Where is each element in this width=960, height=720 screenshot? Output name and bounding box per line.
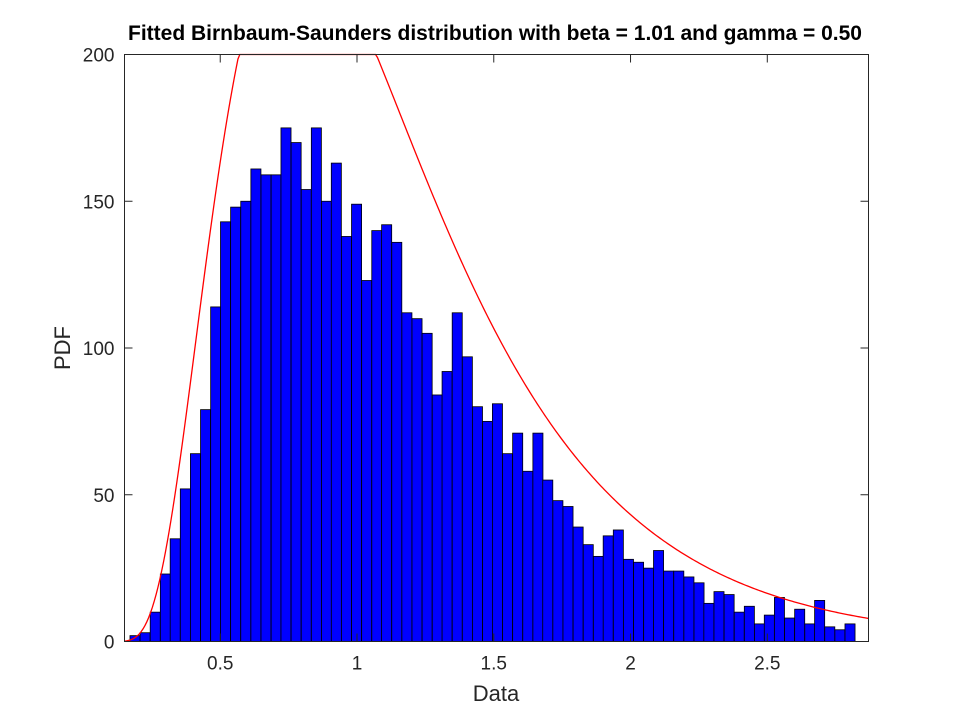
histogram-bar [190, 453, 201, 642]
histogram-bar [441, 371, 453, 642]
y-tick-label: 0 [104, 633, 115, 654]
histogram-bar [844, 623, 856, 642]
histogram-bar [542, 479, 554, 642]
histogram-bar [502, 453, 513, 642]
y-axis: 0 50 100 150 200 [83, 46, 869, 654]
histogram-bar [653, 550, 664, 642]
histogram-bars [129, 127, 856, 642]
histogram-bar [794, 608, 806, 642]
histogram-bar [532, 432, 544, 642]
histogram-bar [683, 576, 695, 642]
histogram-bar [421, 332, 433, 642]
histogram-bar [774, 597, 785, 642]
histogram-bar [713, 591, 725, 642]
histogram-bar [633, 561, 645, 642]
histogram-bar [351, 203, 362, 642]
histogram-bar [592, 555, 604, 642]
histogram-bar [451, 312, 463, 642]
histogram-bar [491, 403, 503, 642]
histogram-bar [371, 230, 383, 642]
y-tick-label: 50 [93, 486, 114, 507]
histogram-bar [179, 488, 191, 642]
histogram-bar [733, 611, 745, 642]
histogram-bar [401, 312, 413, 642]
histogram-bar [602, 535, 614, 642]
histogram-bar [612, 529, 624, 642]
histogram-bar [210, 306, 222, 642]
histogram-bar [391, 241, 403, 642]
histogram-bar [572, 526, 584, 642]
histogram-bar [290, 142, 302, 642]
x-tick-label: 2 [625, 654, 636, 675]
histogram-bar [129, 635, 141, 642]
histogram-bar [562, 506, 574, 642]
histogram-bar [270, 174, 282, 642]
histogram-bar [169, 538, 181, 642]
histogram-bar [663, 570, 675, 642]
x-tick-label: 2.5 [754, 654, 780, 675]
histogram-bar [461, 356, 473, 642]
histogram-bar [280, 127, 292, 642]
histogram-bar [693, 582, 705, 642]
histogram-bar [643, 567, 655, 642]
histogram-bar [250, 168, 262, 642]
y-tick-label: 100 [83, 339, 115, 360]
histogram-bar [361, 280, 373, 642]
histogram-bar [300, 189, 312, 642]
histogram-bar [411, 318, 423, 642]
y-tick-label: 150 [83, 192, 115, 213]
histogram-bar [824, 626, 836, 642]
histogram-bar [482, 420, 494, 642]
histogram-bar [341, 236, 352, 642]
histogram-bar [552, 500, 564, 642]
histogram-bar [763, 614, 775, 642]
histogram-bar [522, 470, 534, 642]
histogram-bar [230, 206, 242, 642]
histogram-bar [703, 602, 715, 642]
histogram-bar [321, 200, 332, 642]
histogram-bar [200, 409, 212, 642]
histogram-bar [723, 594, 735, 642]
histogram-bar [149, 611, 161, 642]
histogram-bar [814, 600, 826, 642]
histogram-bar [472, 406, 483, 642]
histogram-bar [240, 200, 252, 642]
chart-title: Fitted Birnbaum-Saunders distribution wi… [128, 22, 862, 45]
x-tick-label: 1.5 [481, 654, 507, 675]
histogram-bar [431, 394, 443, 642]
histogram-bar [754, 623, 765, 642]
histogram-bar [139, 632, 151, 642]
histogram-bar [381, 224, 393, 642]
y-tick-label: 200 [83, 46, 115, 67]
histogram-bar [623, 558, 634, 642]
x-axis: 0.5 1 1.5 2 2.5 [207, 54, 781, 675]
histogram-bar [159, 573, 171, 642]
histogram-bar [784, 617, 796, 642]
histogram-bar [743, 605, 755, 642]
histogram-bar [804, 623, 816, 642]
histogram-bar [220, 221, 231, 642]
histogram-bar [330, 162, 342, 642]
histogram-bar [310, 127, 322, 642]
histogram-bar [582, 544, 594, 642]
y-axis-label: PDF [50, 326, 75, 370]
x-tick-label: 0.5 [207, 654, 233, 675]
histogram-bar [673, 570, 685, 642]
histogram-bar [260, 174, 272, 642]
x-axis-label: Data [473, 681, 520, 706]
histogram-bar [834, 629, 846, 642]
histogram-bar [512, 432, 524, 642]
x-tick-label: 1 [352, 654, 363, 675]
